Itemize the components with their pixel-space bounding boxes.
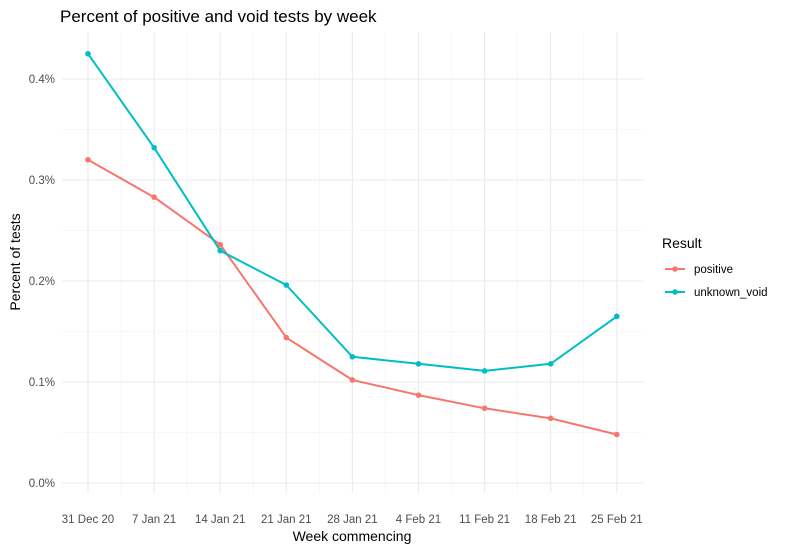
y-tick-label: 0.0% <box>29 478 55 490</box>
legend-title: Result <box>662 235 702 251</box>
y-tick-label: 0.2% <box>29 276 55 288</box>
data-point-positive <box>349 377 356 383</box>
y-tick-label: 0.3% <box>29 175 55 187</box>
x-tick-label: 31 Dec 20 <box>62 514 114 526</box>
legend-label-positive: positive <box>694 264 733 276</box>
y-axis-title: Percent of tests <box>7 213 23 310</box>
data-point-unknown_void <box>85 50 91 57</box>
legend: Result positive unknown_void <box>662 235 768 299</box>
legend-label-unknown_void: unknown_void <box>694 287 768 299</box>
x-tick-label: 28 Jan 21 <box>327 514 378 526</box>
y-tick-label: 0.4% <box>29 74 55 86</box>
data-point-unknown_void <box>217 247 223 254</box>
chart-title: Percent of positive and void tests by we… <box>60 7 377 26</box>
x-tick-label: 14 Jan 21 <box>195 514 246 526</box>
data-point-positive <box>415 392 422 398</box>
data-point-positive <box>547 415 554 422</box>
data-point-unknown_void <box>415 361 422 367</box>
data-point-positive <box>85 157 91 163</box>
legend-key-point-positive <box>672 266 678 272</box>
y-tick-label: 0.1% <box>29 377 55 389</box>
data-point-positive <box>151 194 157 200</box>
x-tick-label: 25 Feb 21 <box>591 514 643 526</box>
data-point-unknown_void <box>547 361 554 367</box>
data-point-unknown_void <box>151 144 157 151</box>
series-points <box>85 50 620 438</box>
y-axis-ticks: 0.0% 0.1% 0.2% 0.3% 0.4% <box>29 74 55 490</box>
data-point-unknown_void <box>349 353 356 360</box>
data-point-positive <box>481 405 488 412</box>
data-point-unknown_void <box>283 282 290 288</box>
x-axis-ticks: 31 Dec 20 7 Jan 21 14 Jan 21 21 Jan 21 28 Ja… <box>62 514 643 526</box>
x-tick-label: 21 Jan 21 <box>261 514 312 526</box>
grid <box>62 32 643 493</box>
x-tick-label: 18 Feb 21 <box>525 514 577 526</box>
data-point-positive <box>614 431 620 438</box>
x-tick-label: 7 Jan 21 <box>132 514 176 526</box>
x-axis-title: Week commencing <box>293 528 412 544</box>
data-point-positive <box>217 241 223 248</box>
x-tick-label: 4 Feb 21 <box>396 514 441 526</box>
data-point-unknown_void <box>481 368 488 374</box>
data-point-positive <box>283 334 290 341</box>
legend-key-point-unknown_void <box>672 289 678 295</box>
x-tick-label: 11 Feb 21 <box>459 514 510 526</box>
data-point-unknown_void <box>614 313 620 320</box>
